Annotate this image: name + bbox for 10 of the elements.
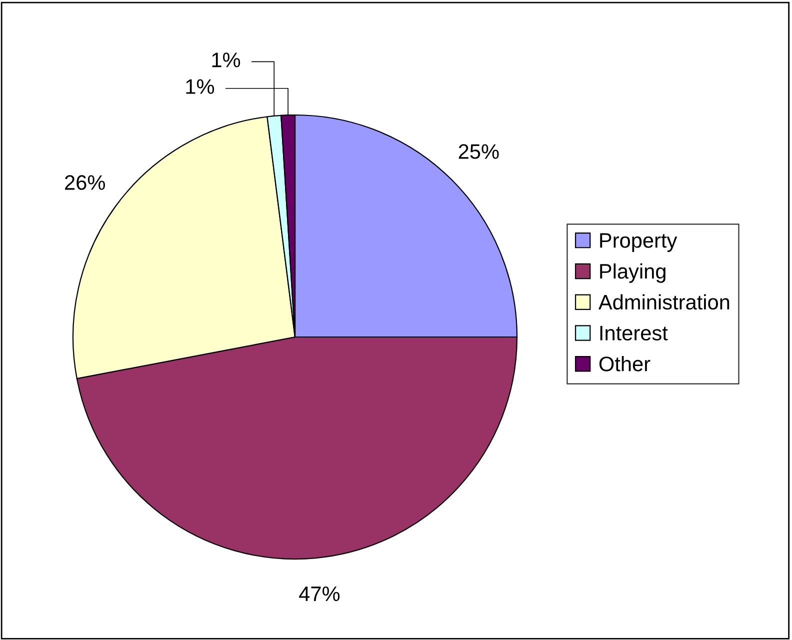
legend-label: Playing [600,263,666,283]
legend-label: Interest [600,326,668,340]
data-label: 1% [212,52,240,68]
legend-label: Administration [598,294,730,310]
legend-label: Other [599,356,650,372]
data-label: 26% [65,175,105,190]
data-label: 25% [458,144,499,159]
legend-label: Property [600,233,678,252]
data-label: 47% [299,586,340,602]
data-label: 1% [186,79,214,94]
